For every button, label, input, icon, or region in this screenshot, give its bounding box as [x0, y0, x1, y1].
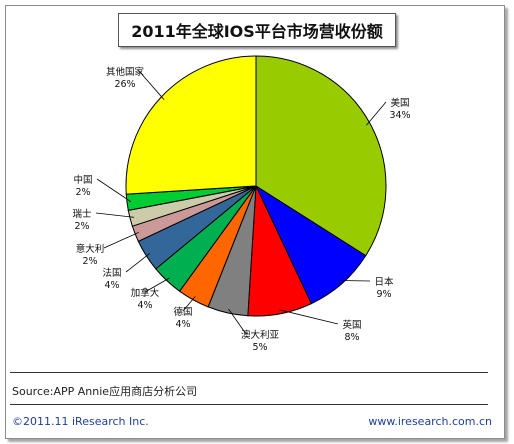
slice-label-value-0: 34% [389, 110, 410, 121]
slice-label-name-3: 澳大利亚 [241, 329, 280, 341]
leader-line-10 [138, 70, 165, 100]
pie-slice-0 [255, 55, 387, 257]
footer-copyright: ©2011.11 iResearch Inc. [12, 415, 149, 428]
slice-label-value-4: 4% [175, 319, 190, 330]
slice-label-name-4: 德国 [173, 306, 192, 318]
footer-website: www.iresearch.com.cn [368, 415, 492, 428]
slice-label-value-9: 2% [75, 187, 90, 198]
slice-label-value-7: 2% [82, 256, 97, 267]
slice-label-name-6: 法国 [102, 267, 121, 279]
chart-title-box: 2011年全球IOS平台市场营收份额 [118, 13, 396, 47]
leader-line-0 [366, 101, 387, 126]
slice-label-name-1: 日本 [374, 276, 394, 288]
slice-label-name-10: 其他国家 [106, 66, 145, 78]
leader-line-6 [125, 253, 150, 273]
source-note: Source:APP Annie应用商店分析公司 [12, 385, 198, 398]
slice-label-name-0: 美国 [390, 97, 409, 109]
slice-label-name-5: 加拿大 [131, 287, 160, 299]
slice-label-name-8: 瑞士 [72, 208, 92, 220]
leader-line-9 [96, 178, 132, 203]
slice-label-name-9: 中国 [73, 174, 92, 186]
slice-label-value-10: 26% [114, 79, 135, 90]
leader-line-5 [144, 277, 170, 293]
leader-line-4 [182, 296, 196, 312]
slice-label-name-7: 意大利 [76, 243, 105, 255]
leader-line-2 [279, 309, 339, 325]
pie-slice-10 [125, 55, 257, 195]
slice-label-value-6: 4% [104, 280, 119, 291]
slice-label-value-5: 4% [137, 300, 152, 311]
leader-line-1 [339, 280, 371, 282]
slice-label-name-2: 英国 [342, 319, 361, 331]
slice-label-value-8: 2% [74, 221, 89, 232]
footer-divider [10, 404, 488, 405]
slice-label-value-1: 9% [376, 289, 391, 300]
source-divider [10, 372, 488, 373]
slice-label-value-2: 8% [344, 332, 359, 343]
chart-title: 2011年全球IOS平台市场营收份额 [131, 22, 383, 41]
leader-line-3 [228, 308, 247, 335]
leader-line-7 [103, 232, 139, 249]
leader-line-8 [95, 212, 135, 218]
slice-label-value-3: 5% [252, 342, 267, 353]
